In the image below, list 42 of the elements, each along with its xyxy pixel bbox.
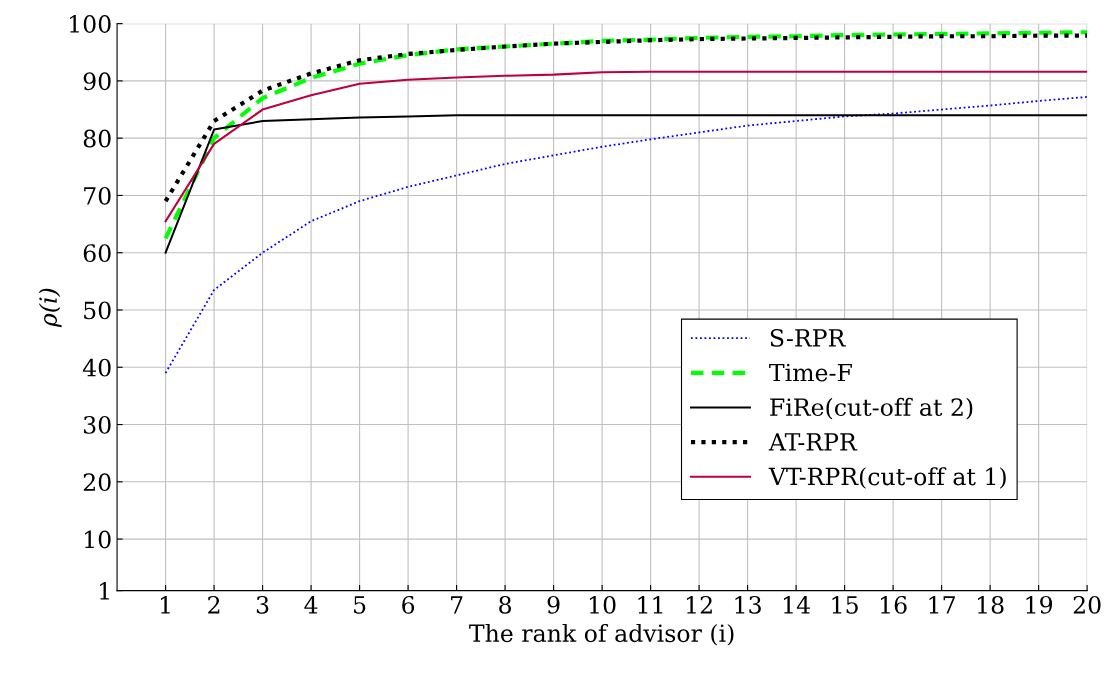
x-tick-label: 8: [499, 595, 512, 614]
y-tick-label: 50: [84, 301, 111, 320]
y-tick-label: 10: [85, 530, 111, 549]
x-tick-label: 13: [735, 595, 761, 614]
x-tick-label: 20: [1073, 595, 1101, 614]
line-series: [163, 33, 1088, 204]
legend-label: AT-RPR: [768, 433, 858, 451]
x-tick-label: 5: [354, 596, 366, 614]
x-tick-label: 10: [589, 595, 616, 614]
x-tick-label: 17: [929, 595, 955, 614]
line-series: [163, 30, 1088, 241]
y-tick-label: 100: [70, 15, 111, 33]
y-tick-label: 90: [83, 72, 111, 91]
y-tick-label: 20: [83, 473, 111, 492]
x-axis-title: The rank of advisor (i): [469, 623, 734, 646]
legend-label: S-RPR: [770, 328, 846, 347]
y-tick-label: 40: [82, 358, 111, 377]
line-series: [164, 70, 1088, 223]
x-tick-label: 9: [547, 595, 560, 614]
x-tick-label: 19: [1026, 595, 1053, 614]
x-tick-label: 12: [686, 595, 712, 614]
x-tick-label: 2: [208, 595, 220, 614]
y-tick-label: 60: [83, 244, 111, 263]
legend-label: Time-F: [769, 363, 852, 382]
line-series: [164, 114, 1088, 254]
x-tick-label: 14: [783, 595, 810, 614]
x-tick-label: 3: [256, 595, 269, 614]
x-tick-label: 11: [638, 595, 663, 614]
y-tick-label: 70: [84, 186, 111, 205]
x-tick-label: 16: [880, 595, 907, 614]
y-tick-label: 30: [83, 415, 111, 434]
legend-label: VT-RPR(cut-off at 1): [768, 467, 1006, 489]
y-axis-title: ρ(i): [38, 288, 62, 328]
y-tick-label: 80: [83, 129, 111, 148]
x-tick-label: 6: [402, 595, 415, 614]
x-tick-label: 15: [832, 595, 858, 614]
x-tick-label: 18: [977, 595, 1004, 614]
x-tick-label: 7: [451, 596, 463, 614]
x-tick-label: 4: [304, 595, 318, 614]
y-tick-label: 1: [100, 582, 109, 600]
x-tick-label: 1: [160, 595, 170, 614]
legend-label: FiRe(cut-off at 2): [770, 397, 973, 420]
